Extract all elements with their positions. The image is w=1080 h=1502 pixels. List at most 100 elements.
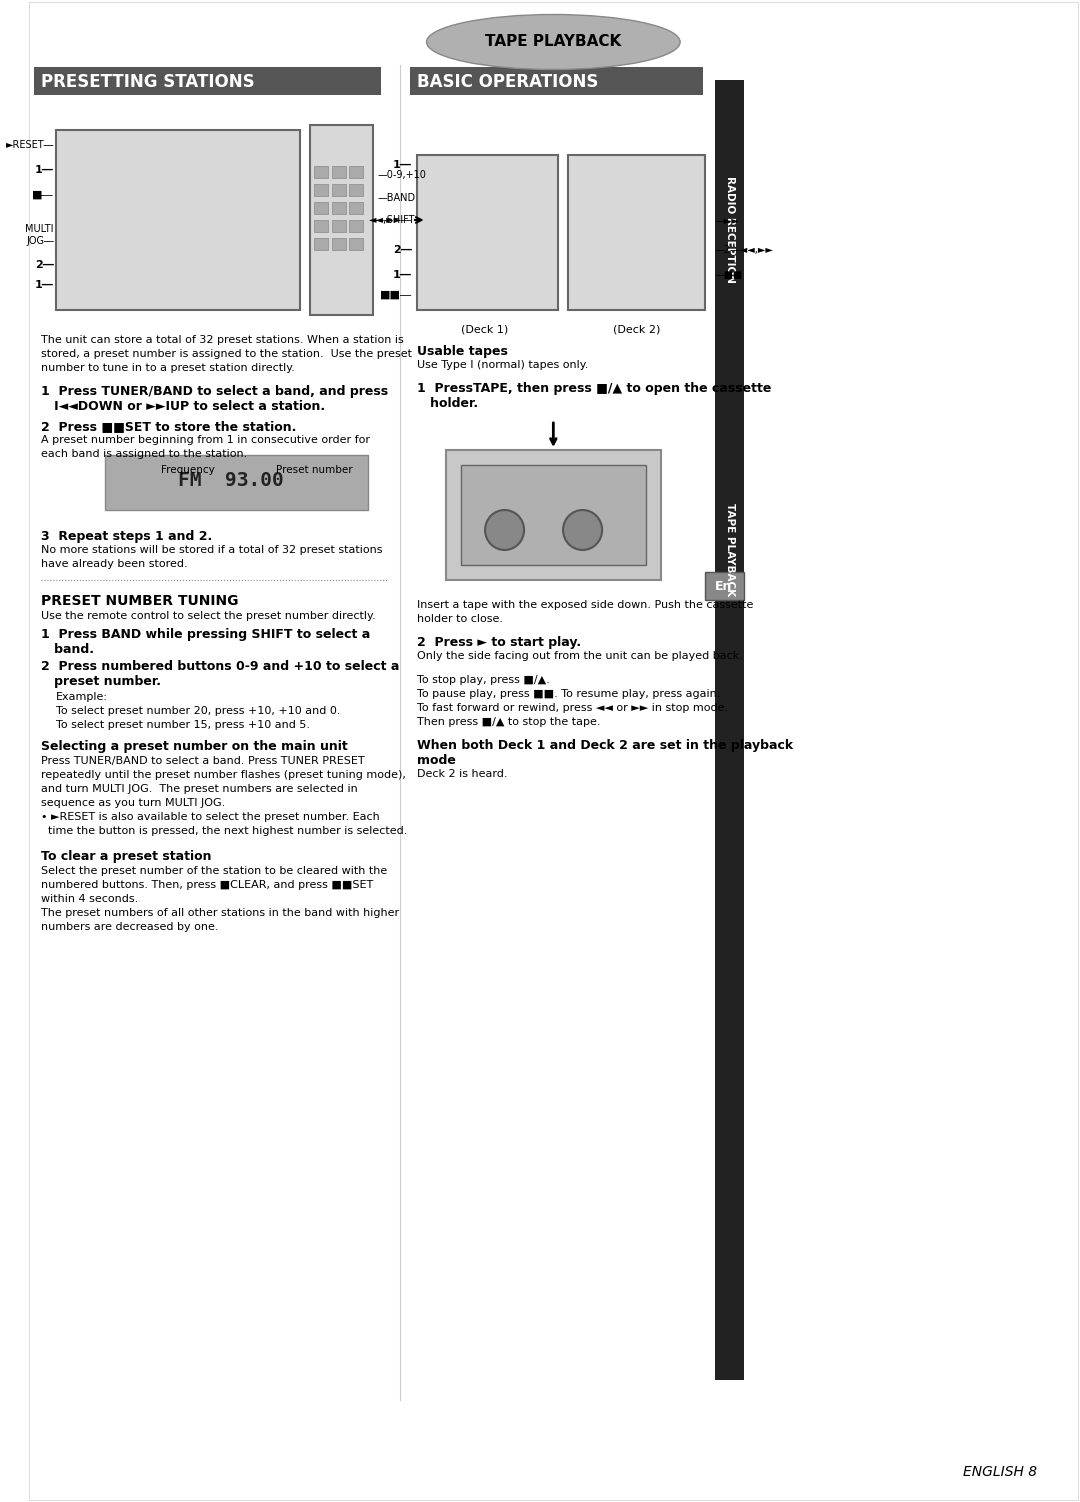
Text: To stop play, press ■/▲.: To stop play, press ■/▲. xyxy=(417,674,550,685)
Text: holder to close.: holder to close. xyxy=(417,614,503,623)
Circle shape xyxy=(563,511,603,550)
Text: Deck 2 is heard.: Deck 2 is heard. xyxy=(417,769,508,780)
Text: 1―: 1― xyxy=(36,279,54,290)
Text: —■■: —■■ xyxy=(714,270,743,279)
Text: band.: band. xyxy=(41,643,94,656)
Text: 3  Repeat steps 1 and 2.: 3 Repeat steps 1 and 2. xyxy=(41,530,213,544)
Text: To select preset number 15, press +10 and 5.: To select preset number 15, press +10 an… xyxy=(56,719,310,730)
Bar xyxy=(332,167,346,179)
Bar xyxy=(446,451,661,580)
Bar xyxy=(715,80,744,1380)
Bar xyxy=(332,219,346,231)
Text: 1―: 1― xyxy=(393,270,411,279)
Text: The preset numbers of all other stations in the band with higher: The preset numbers of all other stations… xyxy=(41,909,400,918)
Text: —2—◄◄,►►: —2—◄◄,►► xyxy=(714,245,773,255)
Text: mode: mode xyxy=(417,754,456,768)
Text: (Deck 2): (Deck 2) xyxy=(612,324,660,335)
Text: When both Deck 1 and Deck 2 are set in the playback: When both Deck 1 and Deck 2 are set in t… xyxy=(417,739,793,753)
Text: ■■―: ■■― xyxy=(380,290,411,300)
Bar xyxy=(461,466,646,565)
Text: 2  Press ■■SET to store the station.: 2 Press ■■SET to store the station. xyxy=(41,421,297,433)
Bar xyxy=(350,185,363,195)
Text: Usable tapes: Usable tapes xyxy=(417,345,508,357)
Text: To fast forward or rewind, press ◄◄ or ►► in stop mode.: To fast forward or rewind, press ◄◄ or ►… xyxy=(417,703,728,713)
Text: time the button is pressed, the next highest number is selected.: time the button is pressed, the next hig… xyxy=(41,826,407,837)
Text: Preset number: Preset number xyxy=(276,466,353,475)
Text: Only the side facing out from the unit can be played back.: Only the side facing out from the unit c… xyxy=(417,650,743,661)
Bar xyxy=(350,237,363,249)
Text: A preset number beginning from 1 in consecutive order for: A preset number beginning from 1 in cons… xyxy=(41,436,370,445)
Bar xyxy=(314,219,328,231)
Text: PRESET NUMBER TUNING: PRESET NUMBER TUNING xyxy=(41,593,239,608)
Text: Use the remote control to select the preset number directly.: Use the remote control to select the pre… xyxy=(41,611,376,620)
Text: have already been stored.: have already been stored. xyxy=(41,559,188,569)
Text: Insert a tape with the exposed side down. Push the cassette: Insert a tape with the exposed side down… xyxy=(417,599,753,610)
Text: Selecting a preset number on the main unit: Selecting a preset number on the main un… xyxy=(41,740,348,753)
Text: holder.: holder. xyxy=(417,397,478,410)
Text: Select the preset number of the station to be cleared with the: Select the preset number of the station … xyxy=(41,867,388,876)
Text: MULTI
JOG―: MULTI JOG― xyxy=(26,224,54,246)
Text: and turn MULTI JOG.  The preset numbers are selected in: and turn MULTI JOG. The preset numbers a… xyxy=(41,784,359,795)
Text: To clear a preset station: To clear a preset station xyxy=(41,850,212,864)
Bar xyxy=(314,185,328,195)
Text: ►RESET―: ►RESET― xyxy=(5,140,54,150)
Text: TAPE PLAYBACK: TAPE PLAYBACK xyxy=(725,503,734,596)
Bar xyxy=(35,68,381,95)
Text: Use Type I (normal) tapes only.: Use Type I (normal) tapes only. xyxy=(417,360,589,369)
Text: 1  Press TUNER/BAND to select a band, and press: 1 Press TUNER/BAND to select a band, and… xyxy=(41,385,389,398)
Bar xyxy=(332,201,346,213)
Bar xyxy=(332,185,346,195)
Text: 2―: 2― xyxy=(36,260,54,270)
Text: PRESETTING STATIONS: PRESETTING STATIONS xyxy=(41,74,255,92)
Text: —BAND: —BAND xyxy=(378,192,416,203)
Text: ◄◄,►►―: ◄◄,►►― xyxy=(369,215,411,225)
Bar xyxy=(56,131,300,309)
Text: sequence as you turn MULTI JOG.: sequence as you turn MULTI JOG. xyxy=(41,798,226,808)
Bar xyxy=(350,201,363,213)
Text: 1  PressTAPE, then press ■/▲ to open the cassette: 1 PressTAPE, then press ■/▲ to open the … xyxy=(417,382,771,395)
Bar xyxy=(332,237,346,249)
Text: (Deck 1): (Deck 1) xyxy=(461,324,509,335)
Bar xyxy=(568,155,704,309)
Text: No more stations will be stored if a total of 32 preset stations: No more stations will be stored if a tot… xyxy=(41,545,382,556)
Circle shape xyxy=(485,511,524,550)
Text: repeatedly until the preset number flashes (preset tuning mode),: repeatedly until the preset number flash… xyxy=(41,771,406,780)
Bar xyxy=(704,572,743,599)
Text: ENGLISH 8: ENGLISH 8 xyxy=(963,1464,1037,1479)
Text: stored, a preset number is assigned to the station.  Use the preset: stored, a preset number is assigned to t… xyxy=(41,348,413,359)
Text: RADIO RECEPTION: RADIO RECEPTION xyxy=(725,177,734,284)
Text: The unit can store a total of 32 preset stations. When a station is: The unit can store a total of 32 preset … xyxy=(41,335,404,345)
Text: To select preset number 20, press +10, +10 and 0.: To select preset number 20, press +10, +… xyxy=(56,706,340,716)
Text: I◄◄DOWN or ►►IUP to select a station.: I◄◄DOWN or ►►IUP to select a station. xyxy=(41,400,325,413)
Text: —SHIFT: —SHIFT xyxy=(378,215,416,225)
Text: numbered buttons. Then, press ■CLEAR, and press ■■SET: numbered buttons. Then, press ■CLEAR, an… xyxy=(41,880,374,891)
Text: within 4 seconds.: within 4 seconds. xyxy=(41,894,138,904)
Text: 2―: 2― xyxy=(393,245,411,255)
Text: 2  Press ► to start play.: 2 Press ► to start play. xyxy=(417,635,581,649)
Bar xyxy=(105,455,368,511)
Text: 1  Press BAND while pressing SHIFT to select a: 1 Press BAND while pressing SHIFT to sel… xyxy=(41,628,370,641)
Bar xyxy=(350,219,363,231)
Text: preset number.: preset number. xyxy=(41,674,161,688)
Bar xyxy=(310,125,373,315)
Bar xyxy=(410,68,703,95)
Text: 2  Press numbered buttons 0-9 and +10 to select a: 2 Press numbered buttons 0-9 and +10 to … xyxy=(41,659,400,673)
Text: 1―: 1― xyxy=(36,165,54,176)
Text: 1―: 1― xyxy=(393,161,411,170)
Text: Then press ■/▲ to stop the tape.: Then press ■/▲ to stop the tape. xyxy=(417,716,600,727)
Text: En: En xyxy=(715,580,732,592)
Text: each band is assigned to the station.: each band is assigned to the station. xyxy=(41,449,247,460)
Text: —0-9,+10: —0-9,+10 xyxy=(378,170,427,180)
Ellipse shape xyxy=(427,15,680,69)
Text: Frequency: Frequency xyxy=(161,466,215,475)
Bar xyxy=(314,167,328,179)
Text: • ►RESET is also available to select the preset number. Each: • ►RESET is also available to select the… xyxy=(41,813,380,822)
Text: numbers are decreased by one.: numbers are decreased by one. xyxy=(41,922,219,933)
Bar xyxy=(350,167,363,179)
Bar xyxy=(314,201,328,213)
Bar xyxy=(417,155,558,309)
Text: —►►: —►► xyxy=(714,215,739,225)
Text: Press TUNER/BAND to select a band. Press TUNER PRESET: Press TUNER/BAND to select a band. Press… xyxy=(41,756,365,766)
Text: Example:: Example: xyxy=(56,692,108,701)
Bar xyxy=(314,237,328,249)
